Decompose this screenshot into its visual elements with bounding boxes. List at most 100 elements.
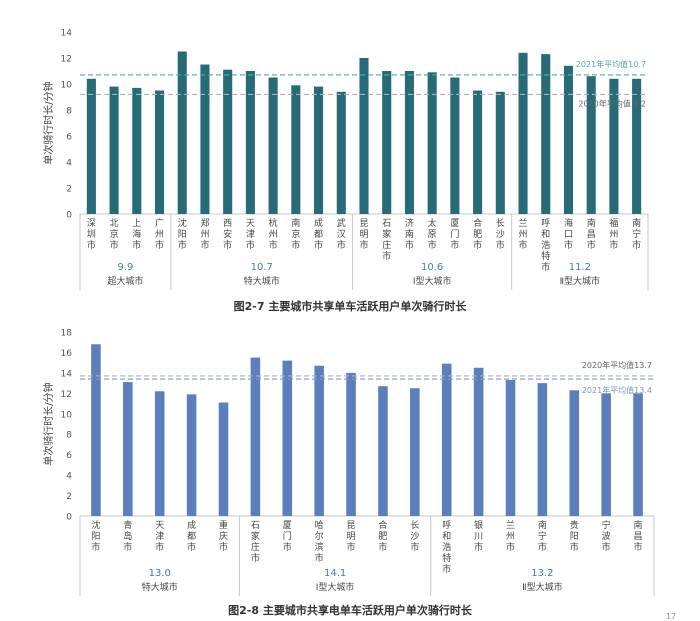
- category-label: 圳: [87, 229, 96, 240]
- y-tick-label: 10: [61, 81, 73, 91]
- y-tick-label: 2: [66, 185, 72, 195]
- bar: [427, 72, 437, 214]
- category-label: 市: [564, 239, 573, 251]
- category-label: 市: [405, 239, 414, 251]
- category-label: 宁: [632, 228, 641, 240]
- ebike-duration-chart: 0 2 4 6 8 10 12 14 16 18 单次骑行时长/分钟 2020年平均值13.7 2021…: [42, 329, 655, 596]
- y-tick-label: 12: [61, 390, 72, 400]
- group-name: 特大城市: [244, 275, 280, 287]
- category-label: 市: [359, 239, 368, 251]
- bar: [633, 393, 643, 516]
- bar: [441, 363, 452, 516]
- category-label: 哈: [315, 519, 324, 531]
- category-label: 兰: [519, 217, 528, 229]
- category-label: 成: [187, 519, 196, 531]
- category-label: 市: [337, 239, 346, 251]
- category-label: 沙: [410, 531, 419, 542]
- bar: [91, 344, 101, 516]
- y-tick-label: 4: [66, 159, 72, 169]
- bar: [245, 71, 255, 214]
- reference-line-label: 2020年平均值13.7: [582, 360, 652, 370]
- category-label: 特: [442, 552, 451, 564]
- bike-duration-chart: 0 2 4 6 8 10 12 14 单次骑行时长/分钟 2021年平均值10.7 2020年平均值…: [42, 29, 649, 290]
- category-label: 门: [283, 530, 292, 542]
- group-name: 特大城市: [142, 581, 178, 593]
- category-label: 西: [223, 218, 232, 229]
- category-label: 州: [269, 229, 278, 240]
- category-label: 南: [538, 519, 547, 531]
- bar: [569, 390, 580, 516]
- category-label: 庄: [382, 239, 391, 251]
- category-label: 尔: [315, 530, 324, 542]
- y-tick-label: 0: [66, 211, 72, 221]
- category-label: 庄: [251, 541, 260, 553]
- y-tick-label: 14: [61, 29, 73, 39]
- category-label: 特: [541, 250, 550, 262]
- category-label: 石: [382, 219, 391, 229]
- bar: [154, 391, 165, 516]
- category-label: 市: [473, 239, 482, 251]
- category-label: 明: [347, 531, 356, 542]
- category-label: 京: [291, 228, 300, 240]
- category-label: 南: [405, 228, 414, 240]
- bar: [223, 69, 233, 214]
- category-label: 州: [609, 229, 618, 240]
- group-name: Ⅰ型大城市: [413, 275, 452, 287]
- category-label: 宁: [538, 530, 547, 542]
- category-label: 市: [347, 541, 356, 553]
- bar: [154, 90, 165, 214]
- category-label: 阳: [178, 229, 187, 240]
- bar: [541, 54, 551, 214]
- category-label: 阳: [91, 531, 100, 542]
- category-label: 长: [410, 519, 419, 531]
- y-tick-label: 8: [66, 107, 72, 117]
- bar: [268, 77, 278, 214]
- bar: [518, 52, 528, 214]
- category-label: 门: [450, 228, 459, 240]
- category-label: 重: [219, 519, 228, 531]
- group-average: 14.1: [324, 568, 346, 579]
- category-label: 市: [87, 239, 96, 251]
- group-average: 13.2: [531, 568, 553, 579]
- group-average: 10.7: [251, 262, 273, 273]
- group-name: Ⅱ型大城市: [522, 581, 562, 593]
- category-label: 昆: [359, 218, 368, 229]
- category-label: 市: [428, 239, 437, 251]
- category-label: 市: [538, 541, 547, 553]
- category-label: 武: [337, 217, 346, 229]
- bar: [336, 91, 346, 214]
- category-label: 沈: [178, 217, 187, 229]
- category-label: 市: [442, 563, 451, 575]
- category-label: 市: [382, 250, 391, 262]
- category-label: 沙: [496, 229, 505, 240]
- category-label: 阳: [570, 531, 579, 542]
- category-label: 京: [110, 228, 119, 240]
- y-tick-label: 6: [66, 133, 72, 143]
- category-label: 济: [405, 217, 414, 229]
- group-average: 10.6: [421, 262, 443, 273]
- category-label: 南: [587, 217, 596, 229]
- category-label: 口: [564, 230, 573, 240]
- category-label: 合: [378, 519, 387, 531]
- category-label: 市: [219, 541, 228, 553]
- category-label: 南: [291, 217, 300, 229]
- bar: [250, 357, 261, 516]
- bar: [505, 380, 516, 516]
- category-label: 市: [632, 239, 641, 251]
- bar: [378, 386, 388, 516]
- group-name: 超大城市: [107, 275, 143, 287]
- page-number: 17: [665, 612, 676, 621]
- category-label: 市: [269, 239, 278, 251]
- category-label: 庆: [219, 530, 228, 542]
- category-label: 州: [519, 229, 528, 240]
- bike-chart-caption: 图2-7 主要城市共享单车活跃用户单次骑行时长: [233, 300, 467, 313]
- bar: [473, 367, 484, 516]
- category-label: 和: [541, 229, 550, 240]
- y-tick-label: 2: [66, 492, 72, 502]
- category-label: 市: [450, 239, 459, 251]
- category-label: 波: [602, 530, 611, 542]
- category-label: 肥: [378, 531, 387, 542]
- category-label: 市: [291, 239, 300, 251]
- category-label: 厦: [283, 520, 292, 531]
- category-label: 福: [609, 217, 618, 229]
